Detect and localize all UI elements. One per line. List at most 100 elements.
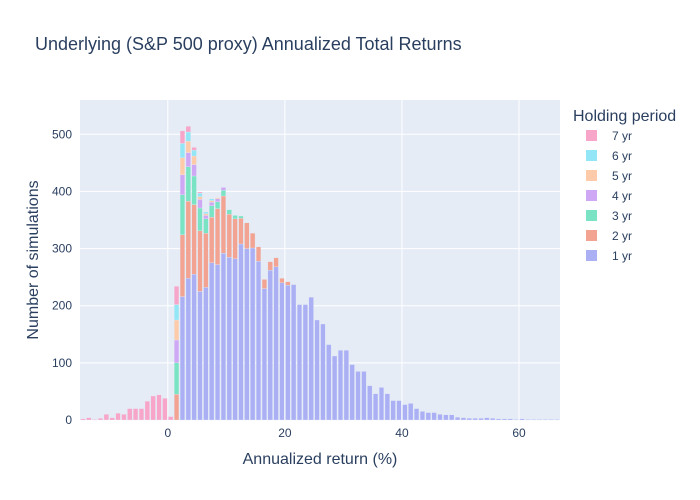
bar [191, 274, 197, 421]
x-tick-label: 0 [164, 426, 171, 440]
bar [490, 418, 496, 421]
bar [226, 256, 232, 421]
bar [179, 234, 185, 297]
bar [191, 175, 197, 205]
x-axis-title: Annualized return (%) [243, 451, 398, 468]
bar [197, 196, 203, 200]
bar [466, 418, 472, 421]
bar [220, 190, 226, 197]
bar [414, 408, 420, 421]
y-tick-label: 300 [52, 242, 72, 256]
bar [174, 286, 180, 305]
bar [215, 264, 221, 421]
legend-swatch [586, 230, 597, 241]
bar [215, 208, 221, 265]
bar [484, 417, 490, 421]
y-tick-label: 0 [65, 413, 72, 427]
bar [220, 252, 226, 421]
bar [121, 414, 127, 421]
bar [86, 417, 92, 421]
bar [373, 393, 379, 421]
bar [209, 262, 215, 421]
bar [238, 243, 244, 421]
bar [174, 304, 180, 321]
x-tick-label: 40 [395, 426, 409, 440]
bar [419, 411, 425, 421]
bar [525, 419, 531, 421]
bar [226, 214, 232, 258]
legend-label: 3 yr [612, 209, 632, 223]
bar [191, 164, 197, 177]
bar [203, 218, 209, 234]
bar [519, 418, 525, 421]
legend-swatch [586, 150, 597, 161]
x-axis-ticks: 0 20 40 60 [164, 426, 526, 440]
y-axis-title: Number of simulations [25, 180, 42, 339]
legend-label: 6 yr [612, 149, 632, 163]
bar [185, 200, 191, 279]
bar [103, 414, 109, 421]
bar [548, 419, 554, 421]
bar [367, 385, 373, 421]
bar [238, 218, 244, 245]
bar [203, 287, 209, 421]
bar [256, 246, 262, 262]
x-tick-label: 60 [512, 426, 526, 440]
bar [191, 150, 197, 157]
bar [197, 291, 203, 421]
bar [542, 419, 548, 421]
bar [402, 404, 408, 421]
bar [425, 412, 431, 421]
bar [185, 126, 191, 133]
bar [197, 192, 203, 197]
bar [174, 319, 180, 341]
legend-title: Holding period [573, 108, 676, 125]
legend-swatch [586, 250, 597, 261]
plot-area [80, 100, 560, 420]
bar [209, 202, 215, 206]
bar [554, 419, 560, 421]
bar [226, 209, 232, 215]
bar [174, 339, 180, 364]
bar [455, 416, 461, 421]
bar [267, 261, 273, 271]
bar [185, 278, 191, 421]
bar [115, 412, 121, 421]
bar [220, 187, 226, 191]
bar [314, 319, 320, 421]
bar [220, 195, 226, 254]
bar [396, 400, 402, 421]
bar [203, 232, 209, 288]
bar [209, 216, 215, 264]
bar [174, 394, 180, 421]
bar [256, 260, 262, 421]
bar [279, 282, 285, 421]
bar [332, 355, 338, 421]
bar [378, 387, 384, 421]
bar [232, 218, 238, 260]
bar [285, 284, 291, 421]
bar [273, 266, 279, 421]
bar [238, 215, 244, 219]
bar [185, 166, 191, 202]
bar [174, 362, 180, 395]
bar [244, 222, 250, 249]
bar [209, 200, 215, 203]
bar [501, 418, 507, 421]
bar [250, 247, 256, 421]
chart-title: Underlying (S&P 500 proxy) Annualized To… [35, 34, 462, 54]
legend-label: 1 yr [612, 249, 632, 263]
bar [80, 418, 86, 421]
bar [185, 140, 191, 153]
bar [297, 304, 303, 421]
y-tick-label: 400 [52, 184, 72, 198]
bar [209, 205, 215, 218]
bar [179, 130, 185, 144]
bar [443, 414, 449, 421]
bar [179, 194, 185, 236]
bar [337, 350, 343, 421]
bar [156, 394, 162, 421]
y-tick-label: 500 [52, 127, 72, 141]
bar [197, 207, 203, 232]
bar [185, 131, 191, 142]
